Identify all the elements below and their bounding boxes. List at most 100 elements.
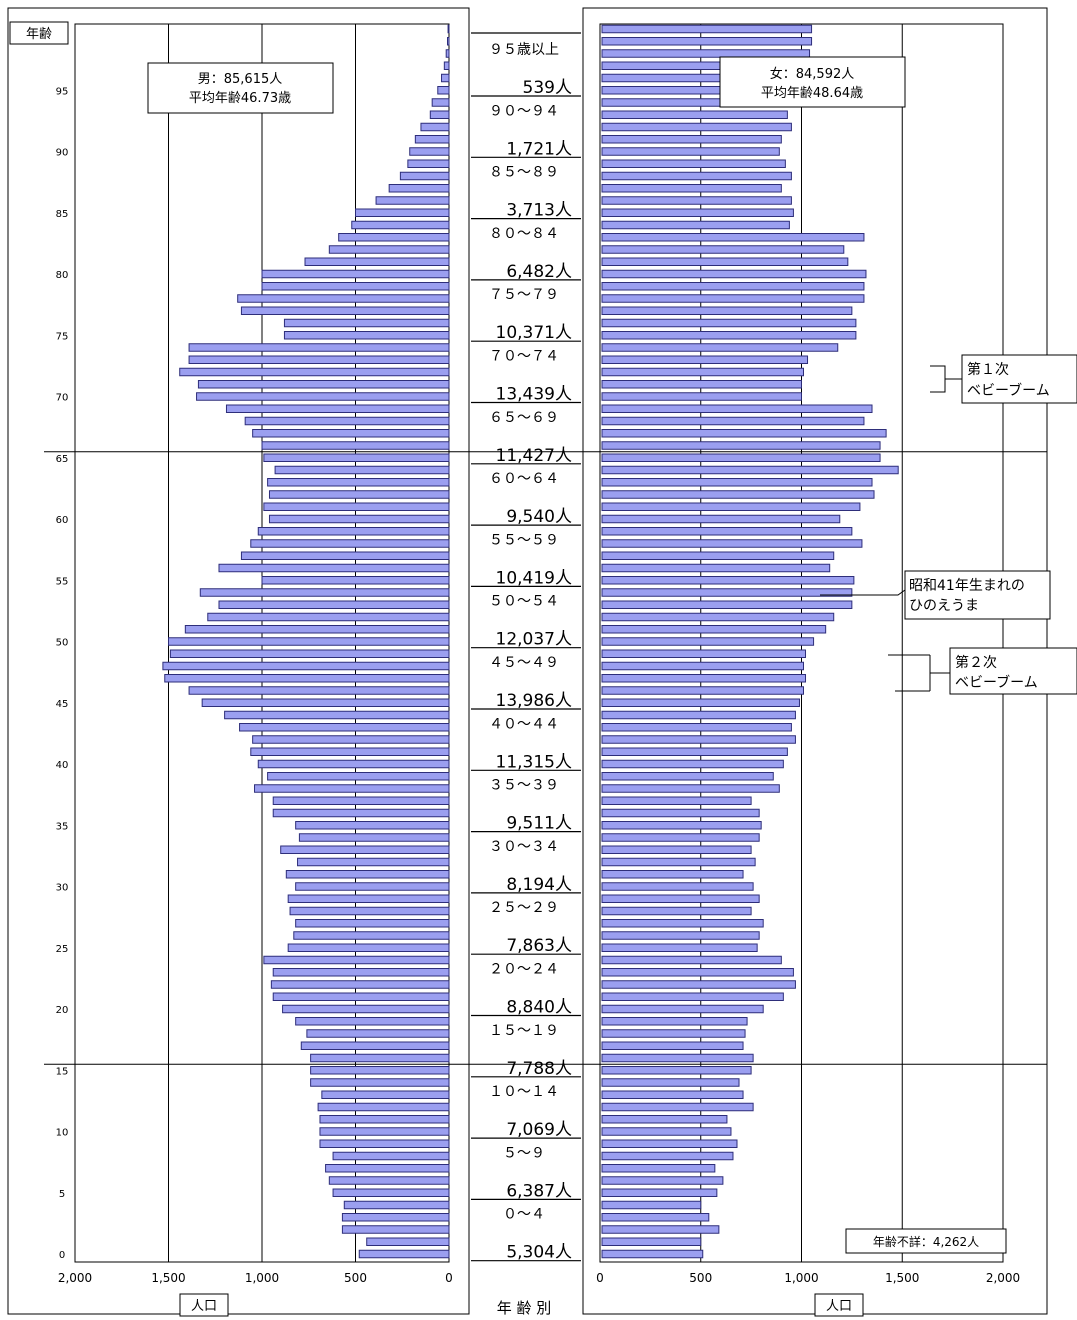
female-summary-box <box>719 56 906 108</box>
female-bar <box>601 1151 734 1161</box>
female-bar <box>601 416 865 426</box>
male-bar <box>254 784 450 793</box>
male-bar <box>437 86 450 95</box>
male-bar <box>244 416 450 426</box>
male-bar <box>268 514 450 524</box>
unknown-age-label: 年齢不詳：4,262人 <box>873 1234 979 1249</box>
male-x-tick-label: 1,000 <box>245 1271 279 1285</box>
male-bar <box>328 1176 450 1185</box>
male-bar <box>295 821 450 830</box>
female-summary-line: 女：84,592人 <box>770 66 855 82</box>
male-panel: 0 5 10 15 20 25 30 35 40 45 50 55 60 65 70 75 80 85 90 95 2,… <box>7 7 470 1317</box>
female-bar <box>601 588 853 597</box>
female-bar <box>601 698 800 707</box>
male-bar <box>297 857 450 867</box>
male-bar <box>295 882 450 891</box>
y-tick-label: 90 <box>56 148 69 159</box>
male-bar <box>218 563 450 573</box>
male-bar <box>188 686 450 695</box>
male-bar <box>287 943 450 952</box>
male-x-tick-label: 2,000 <box>58 1271 92 1285</box>
hinoe-leader-line <box>820 589 906 596</box>
boom1-bracket <box>930 365 946 393</box>
female-bar <box>601 110 788 119</box>
female-bar <box>601 845 752 854</box>
male-bar <box>443 61 450 70</box>
male-bar <box>310 1053 450 1063</box>
female-bar <box>601 453 881 462</box>
male-bar <box>240 551 450 560</box>
male-bar <box>179 367 450 377</box>
female-x-tick-label: 0 <box>596 1271 604 1285</box>
male-bar <box>270 980 450 989</box>
female-bar <box>601 551 835 560</box>
female-bar <box>601 661 804 671</box>
female-bar <box>601 576 855 585</box>
male-bar <box>375 196 450 205</box>
female-bar <box>601 343 839 352</box>
female-bar <box>601 159 786 168</box>
male-bar <box>267 772 450 781</box>
female-bar <box>601 37 813 46</box>
female-bar <box>601 196 792 205</box>
female-bar <box>601 1249 704 1259</box>
male-bar <box>338 233 450 242</box>
female-bar <box>601 306 853 315</box>
male-bar <box>272 992 450 1001</box>
female-bar <box>601 943 758 952</box>
boom1-label-box <box>961 354 1077 404</box>
y-tick-label: 70 <box>56 393 69 404</box>
age-group-range: ７５～７９ <box>489 287 559 303</box>
female-bar <box>601 392 802 401</box>
age-group-total: 5,304人 <box>506 1243 572 1263</box>
male-bar <box>257 527 450 536</box>
male-bar <box>447 37 450 46</box>
female-bar <box>601 367 804 377</box>
female-bar <box>601 637 815 646</box>
age-group-total: 10,371人 <box>496 323 572 343</box>
male-bar <box>237 294 450 303</box>
age-group-range: ３０～３４ <box>489 839 559 855</box>
female-bar <box>601 502 861 511</box>
male-bar <box>261 441 450 450</box>
y-tick-label: 40 <box>56 760 69 771</box>
male-bar <box>293 931 450 940</box>
female-bar <box>601 1188 718 1197</box>
boom2-label: 第２次 <box>955 654 997 671</box>
male-bar <box>283 318 450 328</box>
female-bar <box>601 245 845 254</box>
female-bar <box>601 1200 702 1210</box>
female-bar <box>601 931 760 940</box>
age-group-total: 7,788人 <box>506 1059 572 1079</box>
female-bar <box>601 710 796 720</box>
female-bar <box>601 1225 720 1234</box>
age-group-range: ７０～７４ <box>489 349 559 365</box>
age-group-range: ２５～２９ <box>489 900 559 916</box>
female-bar <box>601 1237 702 1246</box>
unknown-age-box <box>845 1228 1007 1254</box>
age-group-range: １５～１９ <box>489 1023 559 1039</box>
age-group-range: ９５歳以上 <box>489 42 559 58</box>
female-bar <box>601 992 784 1001</box>
female-bar <box>601 1139 738 1148</box>
female-bar <box>601 478 873 487</box>
hinoe-label: 昭和41年生まれの <box>909 578 1025 594</box>
male-bar <box>261 282 450 291</box>
male-bar <box>184 625 450 634</box>
male-bar <box>355 208 450 217</box>
male-bar <box>282 1004 450 1014</box>
age-group-total: 13,986人 <box>496 691 572 711</box>
female-bar <box>601 527 853 536</box>
male-bar <box>169 649 450 658</box>
female-x-tick-label: 1,500 <box>885 1271 919 1285</box>
male-bar <box>388 184 450 193</box>
center-age-column: 年 齢 別 ９５歳以上 539人 ９０～９４ 1,721人 ８５～８９ 3,713人 ８０～８… <box>471 32 581 1317</box>
female-bar <box>601 318 857 328</box>
age-group-range: ２０～２４ <box>489 962 559 978</box>
female-bar <box>601 539 863 548</box>
female-bar <box>601 1102 754 1112</box>
male-bar <box>341 1225 450 1234</box>
male-bar <box>409 147 450 156</box>
male-bar <box>399 171 450 181</box>
y-tick-label: 80 <box>56 270 69 281</box>
